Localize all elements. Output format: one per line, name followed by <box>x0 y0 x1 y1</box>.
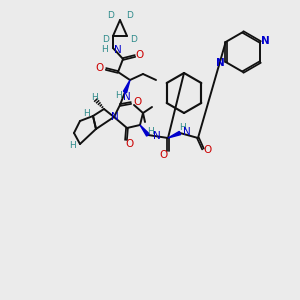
Text: O: O <box>133 97 141 107</box>
Text: H: H <box>92 92 98 101</box>
Text: O: O <box>204 145 212 155</box>
Text: O: O <box>159 150 167 160</box>
Text: N: N <box>111 112 119 122</box>
Text: D: D <box>103 35 110 44</box>
Text: N: N <box>153 131 161 141</box>
Text: N: N <box>114 45 122 55</box>
Text: N: N <box>261 36 270 46</box>
Text: H: H <box>148 128 154 136</box>
Polygon shape <box>140 125 149 136</box>
Text: D: D <box>127 11 134 20</box>
Text: H: H <box>116 92 122 100</box>
Polygon shape <box>168 131 181 138</box>
Text: N: N <box>123 92 131 102</box>
Text: O: O <box>126 139 134 149</box>
Text: H: H <box>82 110 89 118</box>
Text: N: N <box>216 58 225 68</box>
Text: D: D <box>130 35 137 44</box>
Text: H: H <box>101 46 108 55</box>
Text: O: O <box>96 63 104 73</box>
Text: H: H <box>70 142 76 151</box>
Text: N: N <box>183 127 191 137</box>
Text: D: D <box>108 11 114 20</box>
Text: O: O <box>136 50 144 60</box>
Polygon shape <box>123 80 130 93</box>
Text: H: H <box>178 124 185 133</box>
